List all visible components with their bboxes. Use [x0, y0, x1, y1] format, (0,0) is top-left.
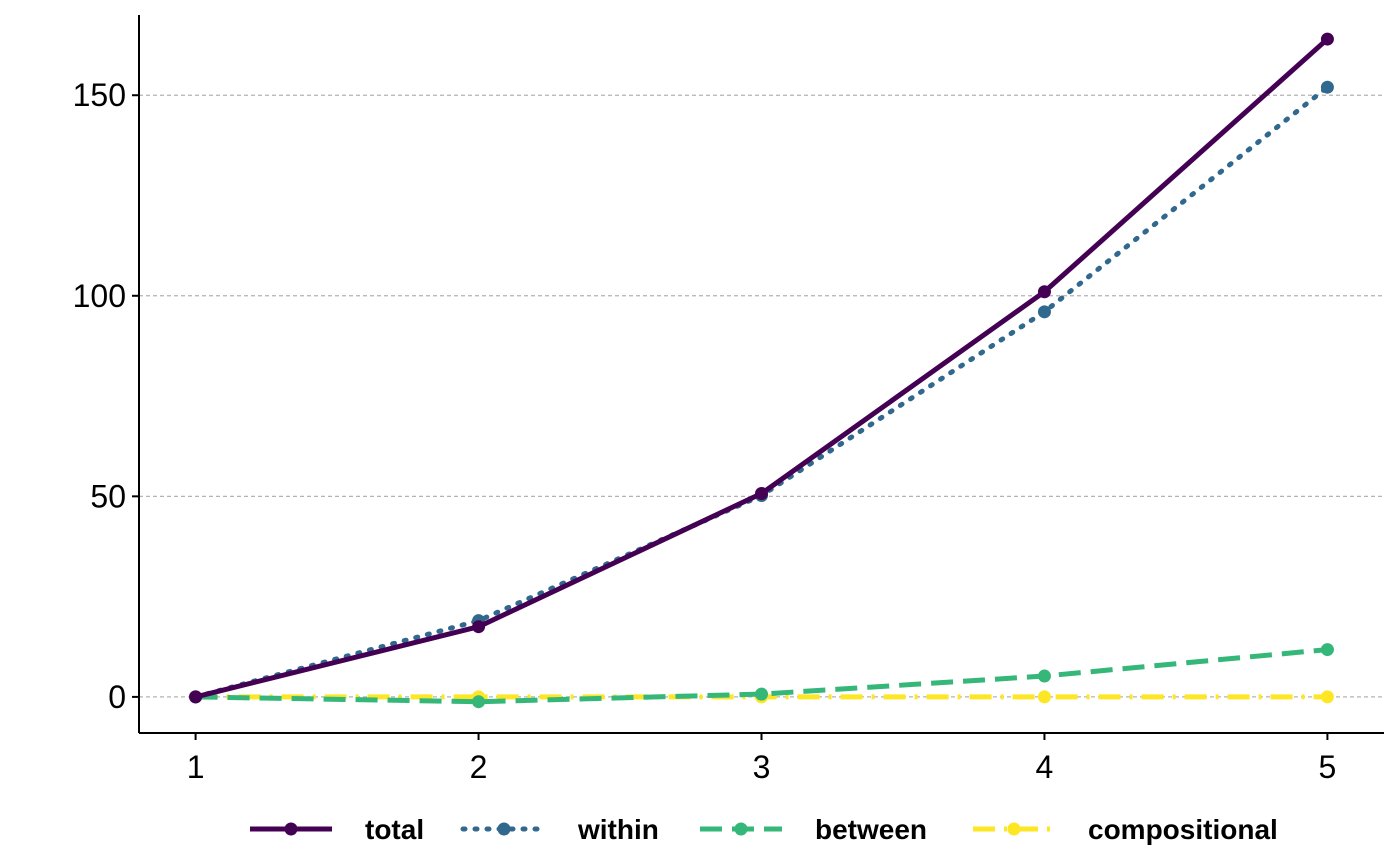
legend-label: compositional — [1088, 814, 1278, 845]
series-total — [189, 32, 1334, 704]
legend-item-total: total — [250, 814, 424, 845]
legend: total within between compositional — [250, 814, 1278, 845]
series-line-between — [195, 647, 1328, 705]
data-point-compositional — [1037, 690, 1051, 704]
data-point-between — [755, 687, 768, 701]
x-tick-label: 5 — [1319, 749, 1337, 785]
data-point-between — [472, 695, 486, 709]
y-tick-label: 0 — [108, 679, 126, 715]
legend-key-point — [497, 822, 511, 836]
data-point-total — [189, 690, 203, 704]
x-tick-label: 2 — [470, 749, 488, 785]
legend-label: total — [365, 814, 424, 845]
series — [189, 32, 1334, 709]
x-tick-label: 3 — [753, 749, 771, 785]
data-point-total — [1320, 32, 1334, 46]
x-tick-label: 1 — [187, 749, 205, 785]
legend-key-point — [734, 822, 748, 836]
gridlines — [139, 94, 1384, 698]
series-line-within — [193, 84, 1330, 700]
y-tick-label: 50 — [90, 478, 126, 514]
data-point-total — [755, 487, 768, 501]
legend-label: between — [815, 814, 927, 845]
data-point-between — [1037, 669, 1051, 683]
legend-label: within — [577, 814, 659, 845]
legend-item-compositional: compositional — [973, 814, 1278, 845]
y-tick-label: 100 — [73, 278, 126, 314]
data-point-total — [472, 620, 486, 634]
data-point-total — [1037, 285, 1051, 299]
legend-key-point — [1007, 822, 1021, 836]
legend-item-within: within — [460, 814, 659, 845]
data-point-within — [1320, 80, 1334, 94]
data-point-compositional — [1320, 690, 1334, 704]
series-line-total — [194, 37, 1330, 700]
y-tick-label: 150 — [73, 77, 126, 113]
data-point-within — [1037, 305, 1051, 319]
legend-key-point — [284, 822, 298, 836]
axes: 0 50 100 150 1 2 3 4 5 — [73, 15, 1384, 785]
x-tick-label: 4 — [1036, 749, 1054, 785]
data-point-between — [1320, 643, 1334, 657]
series-within — [189, 80, 1334, 704]
legend-item-between: between — [700, 814, 927, 845]
